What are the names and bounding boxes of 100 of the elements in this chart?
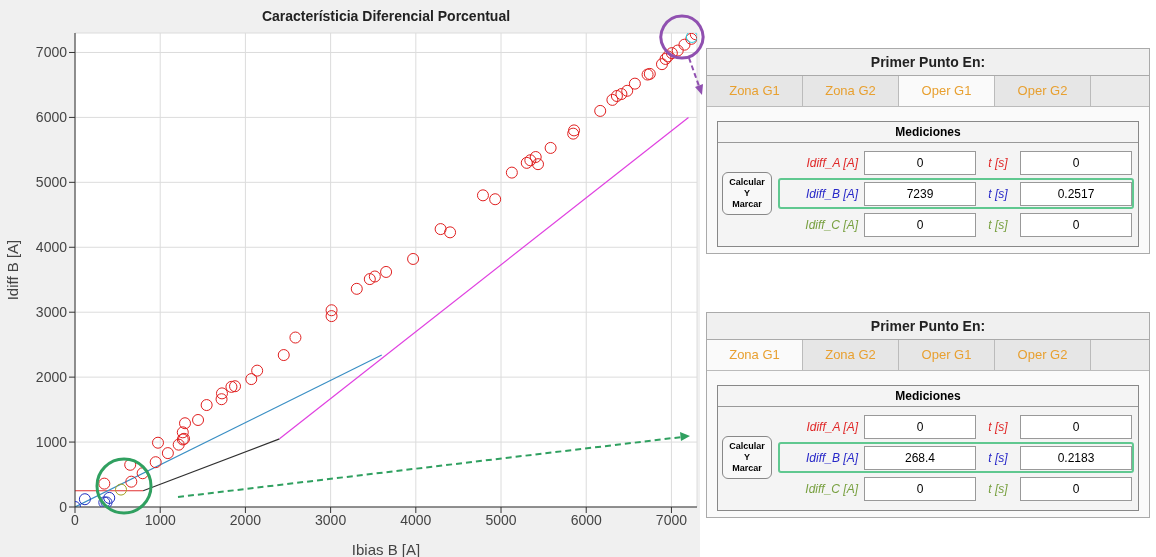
text: Zona G2: [803, 76, 899, 106]
x-tick-label: 3000: [315, 511, 347, 528]
text: t [s]: [987, 186, 1009, 201]
x-tick-label: 0: [71, 511, 80, 528]
x-tick-label: 1000: [144, 511, 176, 528]
point: [407, 252, 420, 265]
text: Idiff_C [A]: [804, 217, 860, 232]
text: Idiff_C [A]: [804, 481, 860, 496]
chart-title: Característicia Diferencial Porcentual: [260, 8, 512, 24]
point: [289, 331, 302, 344]
point: [161, 447, 174, 460]
text: 268.4: [864, 445, 976, 470]
text: Calcular Y Marcar: [722, 436, 772, 479]
text: Calcular Y Marcar: [722, 172, 772, 215]
text: Zona G2: [803, 340, 899, 370]
y-tick-label: 6000: [35, 109, 68, 126]
point: [363, 273, 376, 286]
point: [594, 104, 607, 117]
text: 7239: [864, 181, 976, 206]
point: [532, 158, 545, 171]
text: 0: [1020, 212, 1132, 237]
text: 0: [1020, 414, 1132, 439]
y-tick-label: 5000: [35, 174, 68, 191]
point: [325, 310, 338, 323]
x-tick-label: 7000: [655, 511, 688, 528]
point: [78, 493, 91, 506]
point: [325, 304, 338, 317]
text: t [s]: [987, 481, 1009, 496]
y-tick-label: 7000: [35, 44, 68, 61]
text: t [s]: [987, 155, 1009, 170]
x-tick-label: 2000: [229, 511, 262, 528]
point: [179, 417, 191, 430]
text: Idiff_B [A]: [804, 186, 860, 201]
point: [225, 380, 238, 393]
point: [628, 77, 641, 90]
point: [172, 438, 185, 451]
point: [524, 154, 537, 167]
point: [444, 226, 457, 239]
point: [520, 156, 533, 169]
point: [665, 47, 678, 60]
text: t [s]: [987, 450, 1009, 465]
text: Oper G1: [899, 76, 995, 106]
point: [434, 223, 447, 236]
point: [529, 151, 542, 164]
y-tick-label: 4000: [35, 239, 68, 256]
point: [606, 93, 619, 106]
text: Oper G2: [995, 76, 1091, 106]
point: [215, 387, 228, 400]
y-axis-title: Idiff B [A]: [4, 239, 22, 301]
point: [544, 141, 557, 154]
x-tick-label: 4000: [400, 511, 432, 528]
text: Primer Punto En:: [707, 313, 1149, 340]
point: [151, 436, 164, 449]
text: Zona G1: [707, 340, 803, 370]
x-tick-label: 5000: [485, 511, 517, 528]
point: [476, 189, 489, 202]
text: 0: [864, 476, 976, 501]
point: [245, 373, 258, 386]
point: [176, 426, 189, 439]
point: [277, 349, 290, 362]
text: Idiff_A [A]: [805, 155, 860, 170]
text: Oper G1: [899, 340, 995, 370]
point: [655, 58, 668, 71]
text: Idiff_B [A]: [804, 450, 860, 465]
text: t [s]: [987, 419, 1009, 434]
point: [192, 413, 205, 426]
point: [615, 88, 628, 101]
text: Primer Punto En:: [707, 49, 1149, 76]
point: [489, 193, 502, 206]
text: Idiff_A [A]: [805, 419, 860, 434]
text: 0: [864, 414, 976, 439]
text: 0.2517: [1020, 181, 1132, 206]
text: 0: [1020, 150, 1132, 175]
text: Oper G2: [995, 340, 1091, 370]
point: [125, 475, 138, 488]
text: Mediciones: [718, 386, 1138, 407]
point: [103, 491, 116, 504]
x-tick-label: 6000: [570, 511, 603, 528]
text: 0: [864, 150, 976, 175]
y-tick-label: 3000: [35, 304, 68, 321]
y-tick-label: 1000: [35, 434, 68, 451]
text: t [s]: [987, 217, 1009, 232]
point: [505, 166, 518, 179]
y-tick-label: 0: [59, 498, 68, 515]
point: [200, 399, 213, 412]
y-tick-label: 2000: [35, 369, 68, 386]
point: [610, 89, 623, 102]
point: [115, 483, 128, 496]
text: 0: [1020, 476, 1132, 501]
text: Mediciones: [718, 122, 1138, 143]
point: [251, 364, 264, 377]
point: [149, 456, 162, 469]
text: Zona G1: [707, 76, 803, 106]
point: [229, 380, 242, 393]
text: 0: [864, 212, 976, 237]
point: [350, 282, 363, 295]
text: 0.2183: [1020, 445, 1132, 470]
point: [368, 270, 381, 283]
point: [621, 84, 634, 97]
point: [671, 44, 684, 57]
